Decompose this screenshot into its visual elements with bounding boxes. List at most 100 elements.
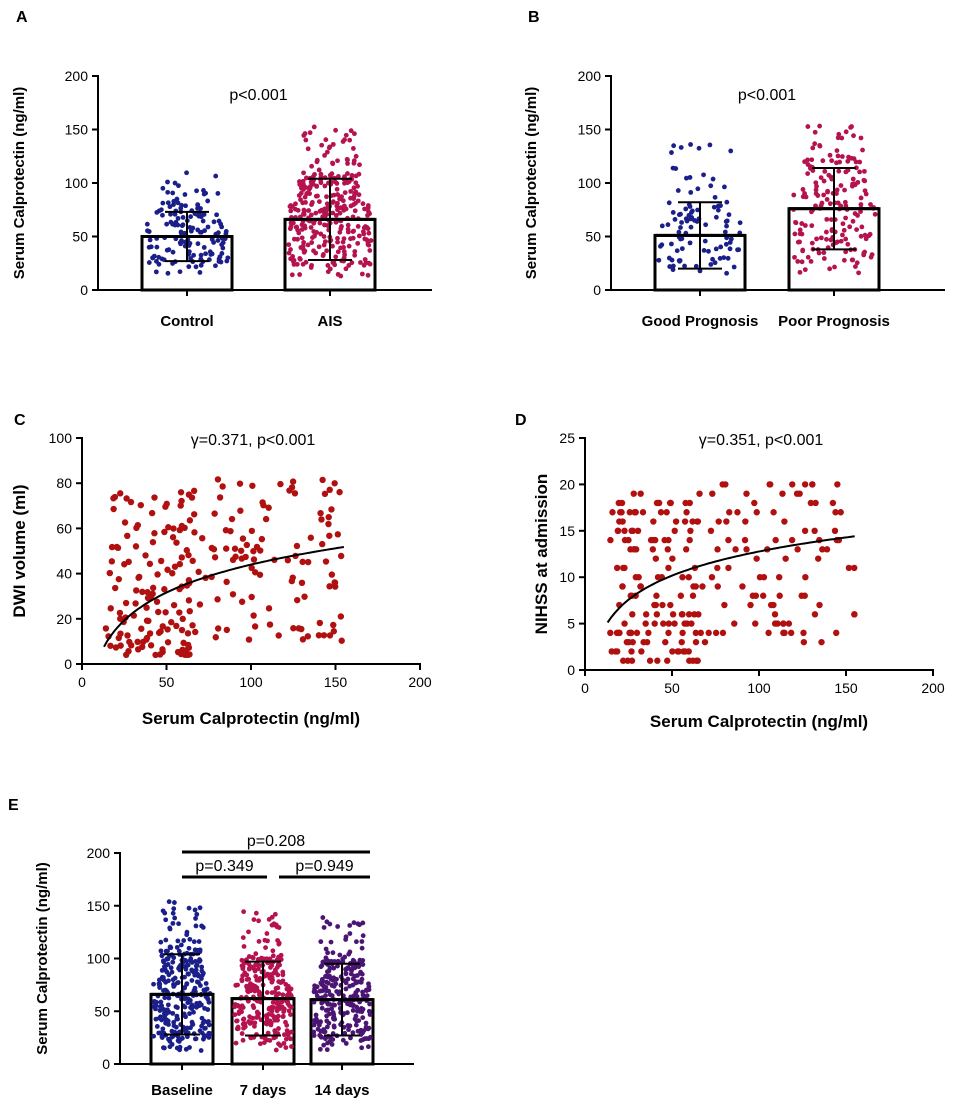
data-point (348, 236, 353, 242)
data-point (352, 208, 358, 214)
data-point (251, 966, 257, 971)
data-point (248, 527, 256, 535)
data-point (365, 1044, 371, 1050)
data-point (192, 958, 198, 964)
data-point (185, 1000, 191, 1006)
data-point (193, 967, 199, 973)
data-point (313, 210, 319, 216)
data-point (176, 948, 182, 954)
data-point (275, 985, 281, 991)
data-point (199, 1023, 205, 1029)
data-point (735, 247, 740, 253)
data-point (365, 1026, 371, 1032)
data-point (843, 203, 849, 209)
data-point (315, 632, 323, 639)
data-point (642, 611, 650, 618)
data-point (125, 647, 132, 655)
data-point (705, 629, 712, 637)
data-point (283, 1036, 289, 1042)
data-point (351, 958, 357, 964)
data-point (185, 962, 191, 968)
data-point (348, 128, 354, 134)
data-point (117, 615, 124, 622)
data-point (319, 1000, 325, 1006)
data-point (194, 1004, 199, 1010)
data-point (197, 958, 203, 963)
data-point (355, 240, 361, 246)
data-point (734, 509, 741, 516)
data-point (607, 536, 614, 544)
data-point (108, 543, 116, 551)
data-point (240, 935, 246, 941)
data-point (324, 149, 330, 155)
data-point (665, 564, 672, 572)
data-point (299, 558, 306, 566)
data-point (695, 611, 702, 618)
data-point (102, 625, 110, 632)
data-point (348, 971, 354, 977)
data-point (182, 1027, 188, 1033)
data-point (321, 234, 327, 239)
data-point (158, 1030, 164, 1036)
data-point (255, 1014, 261, 1019)
data-point (191, 252, 197, 258)
data-point (241, 944, 247, 949)
data-point (311, 124, 317, 130)
data-point (184, 170, 189, 176)
data-point (290, 625, 297, 632)
data-point (313, 193, 319, 199)
data-point (711, 204, 717, 210)
data-point (151, 981, 156, 987)
data-point (312, 172, 317, 177)
data-point (162, 910, 168, 916)
data-point (278, 952, 284, 958)
data-point (321, 490, 329, 498)
data-point (256, 978, 262, 983)
data-point (817, 143, 823, 148)
data-point (671, 143, 677, 149)
data-point (812, 499, 819, 507)
data-point (642, 620, 649, 627)
data-point (167, 204, 173, 210)
data-point (358, 260, 363, 265)
data-point (246, 929, 251, 935)
data-point (838, 238, 844, 244)
data-point (802, 574, 809, 581)
data-point (178, 522, 186, 530)
data-point (366, 1008, 372, 1014)
data-point (340, 956, 346, 962)
data-point (360, 201, 366, 207)
data-point (331, 579, 339, 586)
data-point (189, 557, 196, 565)
data-point (276, 941, 282, 947)
data-point (183, 203, 188, 209)
y-tick-label: 40 (56, 566, 72, 582)
data-point (296, 230, 302, 236)
data-point (201, 987, 207, 993)
data-point (669, 611, 677, 618)
data-point (260, 502, 267, 509)
data-point (774, 620, 781, 627)
data-point (169, 534, 177, 541)
data-point (343, 266, 349, 272)
data-point (652, 555, 660, 562)
data-point (155, 629, 163, 636)
data-point (184, 932, 190, 938)
data-point (338, 637, 345, 644)
y-tick-label: 200 (578, 68, 602, 84)
data-point (654, 657, 661, 664)
data-point (348, 203, 354, 209)
data-point (702, 238, 708, 244)
data-point (303, 200, 308, 205)
data-point (331, 1014, 337, 1020)
data-point (818, 235, 824, 241)
data-point (160, 1026, 166, 1032)
data-point (275, 1013, 281, 1019)
data-point (678, 225, 683, 230)
data-point (199, 964, 205, 970)
data-point (355, 1028, 361, 1034)
data-point (333, 254, 339, 260)
data-point (334, 531, 342, 538)
data-point (667, 601, 674, 609)
data-point (810, 145, 816, 151)
